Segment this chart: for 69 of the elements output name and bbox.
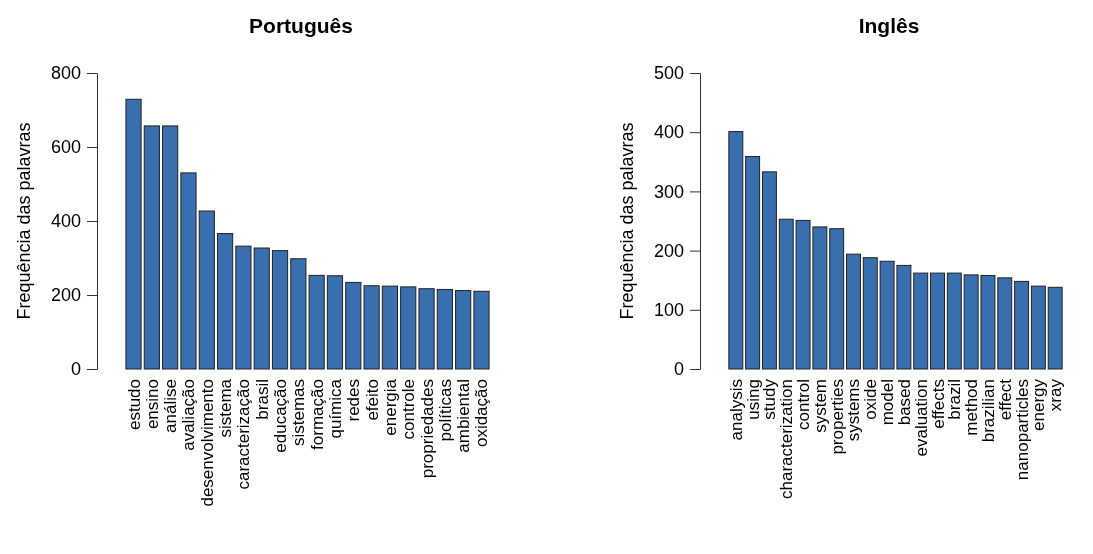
x-tick-label: formação — [307, 379, 327, 450]
x-tick-label: controle — [399, 379, 419, 440]
bar — [728, 131, 744, 370]
bar — [829, 228, 845, 370]
x-tick-label: avaliação — [179, 379, 199, 451]
bar — [745, 155, 761, 370]
bar — [381, 285, 399, 370]
bar — [271, 250, 289, 370]
y-tick-label: 0 — [70, 359, 81, 380]
chart-title: Português — [249, 14, 353, 37]
x-tick-label: brazil — [945, 379, 965, 420]
bar — [216, 233, 234, 370]
y-axis-title: Frequência das palavras — [617, 122, 637, 320]
x-tick-label: efeito — [362, 379, 382, 421]
bar — [162, 125, 179, 370]
x-tick-label: educação — [271, 379, 291, 453]
x-tick-label: energia — [380, 378, 400, 436]
x-tick-label: effect — [995, 378, 1015, 421]
bar — [125, 98, 142, 370]
y-tick-label: 800 — [50, 63, 81, 84]
y-tick-label: 500 — [653, 63, 684, 84]
x-tick-label: brasil — [252, 379, 272, 420]
x-tick-label: evaluation — [911, 379, 931, 457]
bar — [1030, 285, 1046, 370]
x-tick-label: redes — [344, 379, 364, 422]
y-tick-label: 200 — [50, 285, 81, 306]
y-tick-label: 100 — [653, 300, 684, 321]
x-tick-label: xray — [1046, 378, 1066, 412]
x-tick-label: ambiental — [454, 379, 474, 453]
x-tick-label: oxide — [861, 379, 881, 420]
x-tick-label: sistemas — [289, 379, 309, 447]
bar — [198, 210, 215, 370]
y-tick-label: 0 — [673, 359, 684, 380]
bar — [846, 253, 861, 370]
x-tick-label: nanoparticles — [1012, 379, 1032, 481]
bar — [946, 272, 962, 370]
x-tick-label: desenvolvimento — [197, 379, 217, 507]
x-tick-label: análise — [161, 379, 181, 433]
x-tick-label: analysis — [726, 379, 746, 441]
bar — [930, 272, 945, 370]
x-tick-label: química — [325, 378, 345, 439]
bar — [400, 286, 417, 370]
bar — [326, 275, 344, 370]
chart-title: Inglês — [858, 14, 920, 37]
y-tick-label: 400 — [653, 122, 684, 143]
bar — [455, 290, 472, 370]
x-tick-label: caracterização — [234, 379, 254, 490]
bar — [761, 171, 777, 370]
y-tick-label: 400 — [50, 211, 81, 232]
y-tick-label: 600 — [50, 137, 81, 158]
y-tick-label: 300 — [653, 181, 684, 202]
x-tick-label: propriedades — [417, 379, 437, 479]
y-tick-label: 200 — [653, 240, 684, 261]
y-axis-title: Frequência das palavras — [14, 122, 34, 320]
x-tick-label: effects — [928, 379, 948, 429]
x-tick-label: oxidação — [472, 379, 492, 448]
bar — [1047, 286, 1063, 370]
x-tick-label: characterization — [777, 379, 797, 500]
bar — [473, 290, 490, 370]
bar — [180, 172, 197, 370]
bar — [436, 288, 453, 370]
bar — [143, 125, 160, 370]
x-tick-label: ensino — [142, 379, 162, 430]
bar — [418, 288, 435, 370]
x-tick-label: energy — [1029, 378, 1049, 431]
x-tick-label: políticas — [435, 379, 455, 442]
bar — [1014, 280, 1030, 370]
x-tick-label: estudo — [124, 379, 144, 431]
x-tick-label: sistema — [216, 378, 236, 438]
